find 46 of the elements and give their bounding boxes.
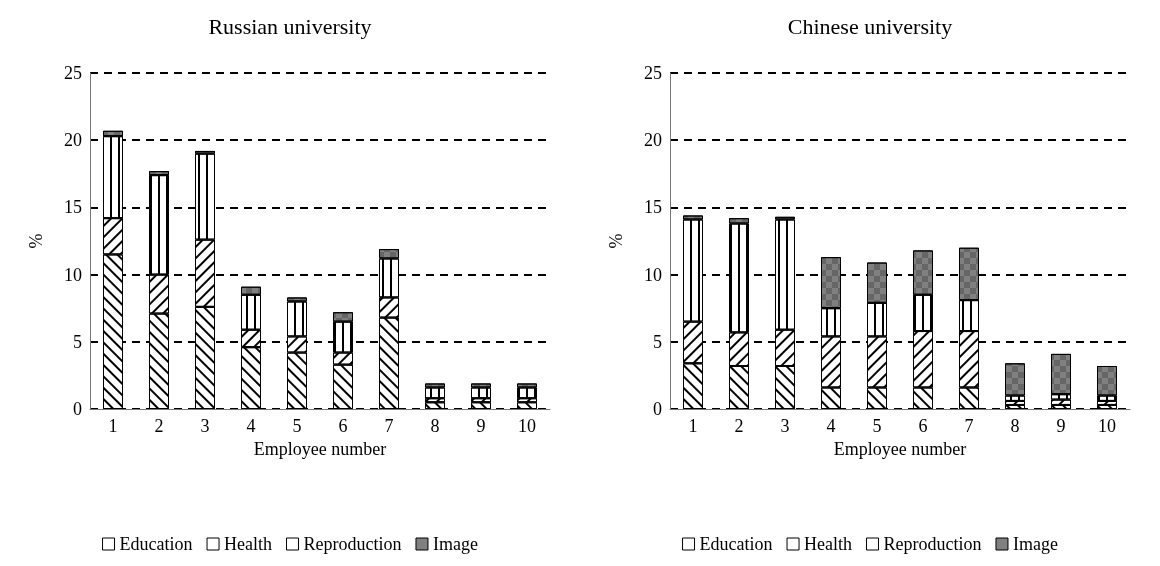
x-tick-label: 7 bbox=[964, 416, 974, 436]
legend-label: Education bbox=[119, 534, 193, 554]
x-tick-label: 10 bbox=[518, 416, 536, 436]
x-tick-label: 2 bbox=[734, 416, 744, 436]
y-tick-label: 15 bbox=[644, 197, 662, 218]
y-tick-label: 20 bbox=[64, 130, 82, 151]
x-tick-label: 9 bbox=[476, 416, 486, 436]
x-tick-label: 5 bbox=[292, 416, 302, 436]
x-tick-label: 8 bbox=[1010, 416, 1020, 436]
x-axis-title: Employee number bbox=[253, 438, 387, 459]
x-tick-label: 9 bbox=[1056, 416, 1066, 436]
legend-label: Education bbox=[699, 534, 773, 554]
x-tick-label: 6 bbox=[338, 416, 348, 436]
legend-label: Image bbox=[432, 534, 478, 554]
y-tick-label: 25 bbox=[64, 63, 82, 83]
x-tick-label: 3 bbox=[780, 416, 790, 436]
y-tick-label: 10 bbox=[64, 264, 82, 285]
y-axis-title: % bbox=[606, 233, 626, 249]
legend-label: Health bbox=[804, 534, 853, 554]
x-tick-label: 4 bbox=[826, 416, 836, 436]
y-tick-label: 25 bbox=[644, 63, 662, 83]
x-tick-label: 5 bbox=[872, 416, 882, 436]
x-tick-label: 7 bbox=[384, 416, 394, 436]
x-tick-label: 4 bbox=[246, 416, 256, 436]
x-tick-label: 10 bbox=[1098, 416, 1116, 436]
x-tick-label: 1 bbox=[688, 416, 698, 436]
y-tick-label: 5 bbox=[653, 331, 662, 352]
legend-label: Image bbox=[1012, 534, 1058, 554]
y-tick-label: 5 bbox=[73, 331, 82, 352]
legend-label: Reproduction bbox=[303, 534, 402, 554]
x-tick-label: 8 bbox=[430, 416, 440, 436]
x-tick-label: 1 bbox=[108, 416, 118, 436]
y-tick-label: 20 bbox=[644, 130, 662, 151]
y-tick-label: 10 bbox=[644, 264, 662, 285]
legend-label: Health bbox=[224, 534, 273, 554]
y-tick-label: 15 bbox=[64, 197, 82, 218]
y-axis-title: % bbox=[26, 233, 46, 249]
chart-title: Chinese university bbox=[787, 13, 953, 39]
legend-label: Reproduction bbox=[883, 534, 982, 554]
x-axis-title: Employee number bbox=[833, 438, 967, 459]
x-tick-label: 2 bbox=[154, 416, 164, 436]
x-tick-label: 6 bbox=[918, 416, 928, 436]
y-tick-label: 0 bbox=[73, 399, 82, 419]
x-tick-label: 3 bbox=[200, 416, 210, 436]
y-tick-label: 0 bbox=[653, 399, 662, 419]
chart-title: Russian university bbox=[208, 13, 372, 39]
